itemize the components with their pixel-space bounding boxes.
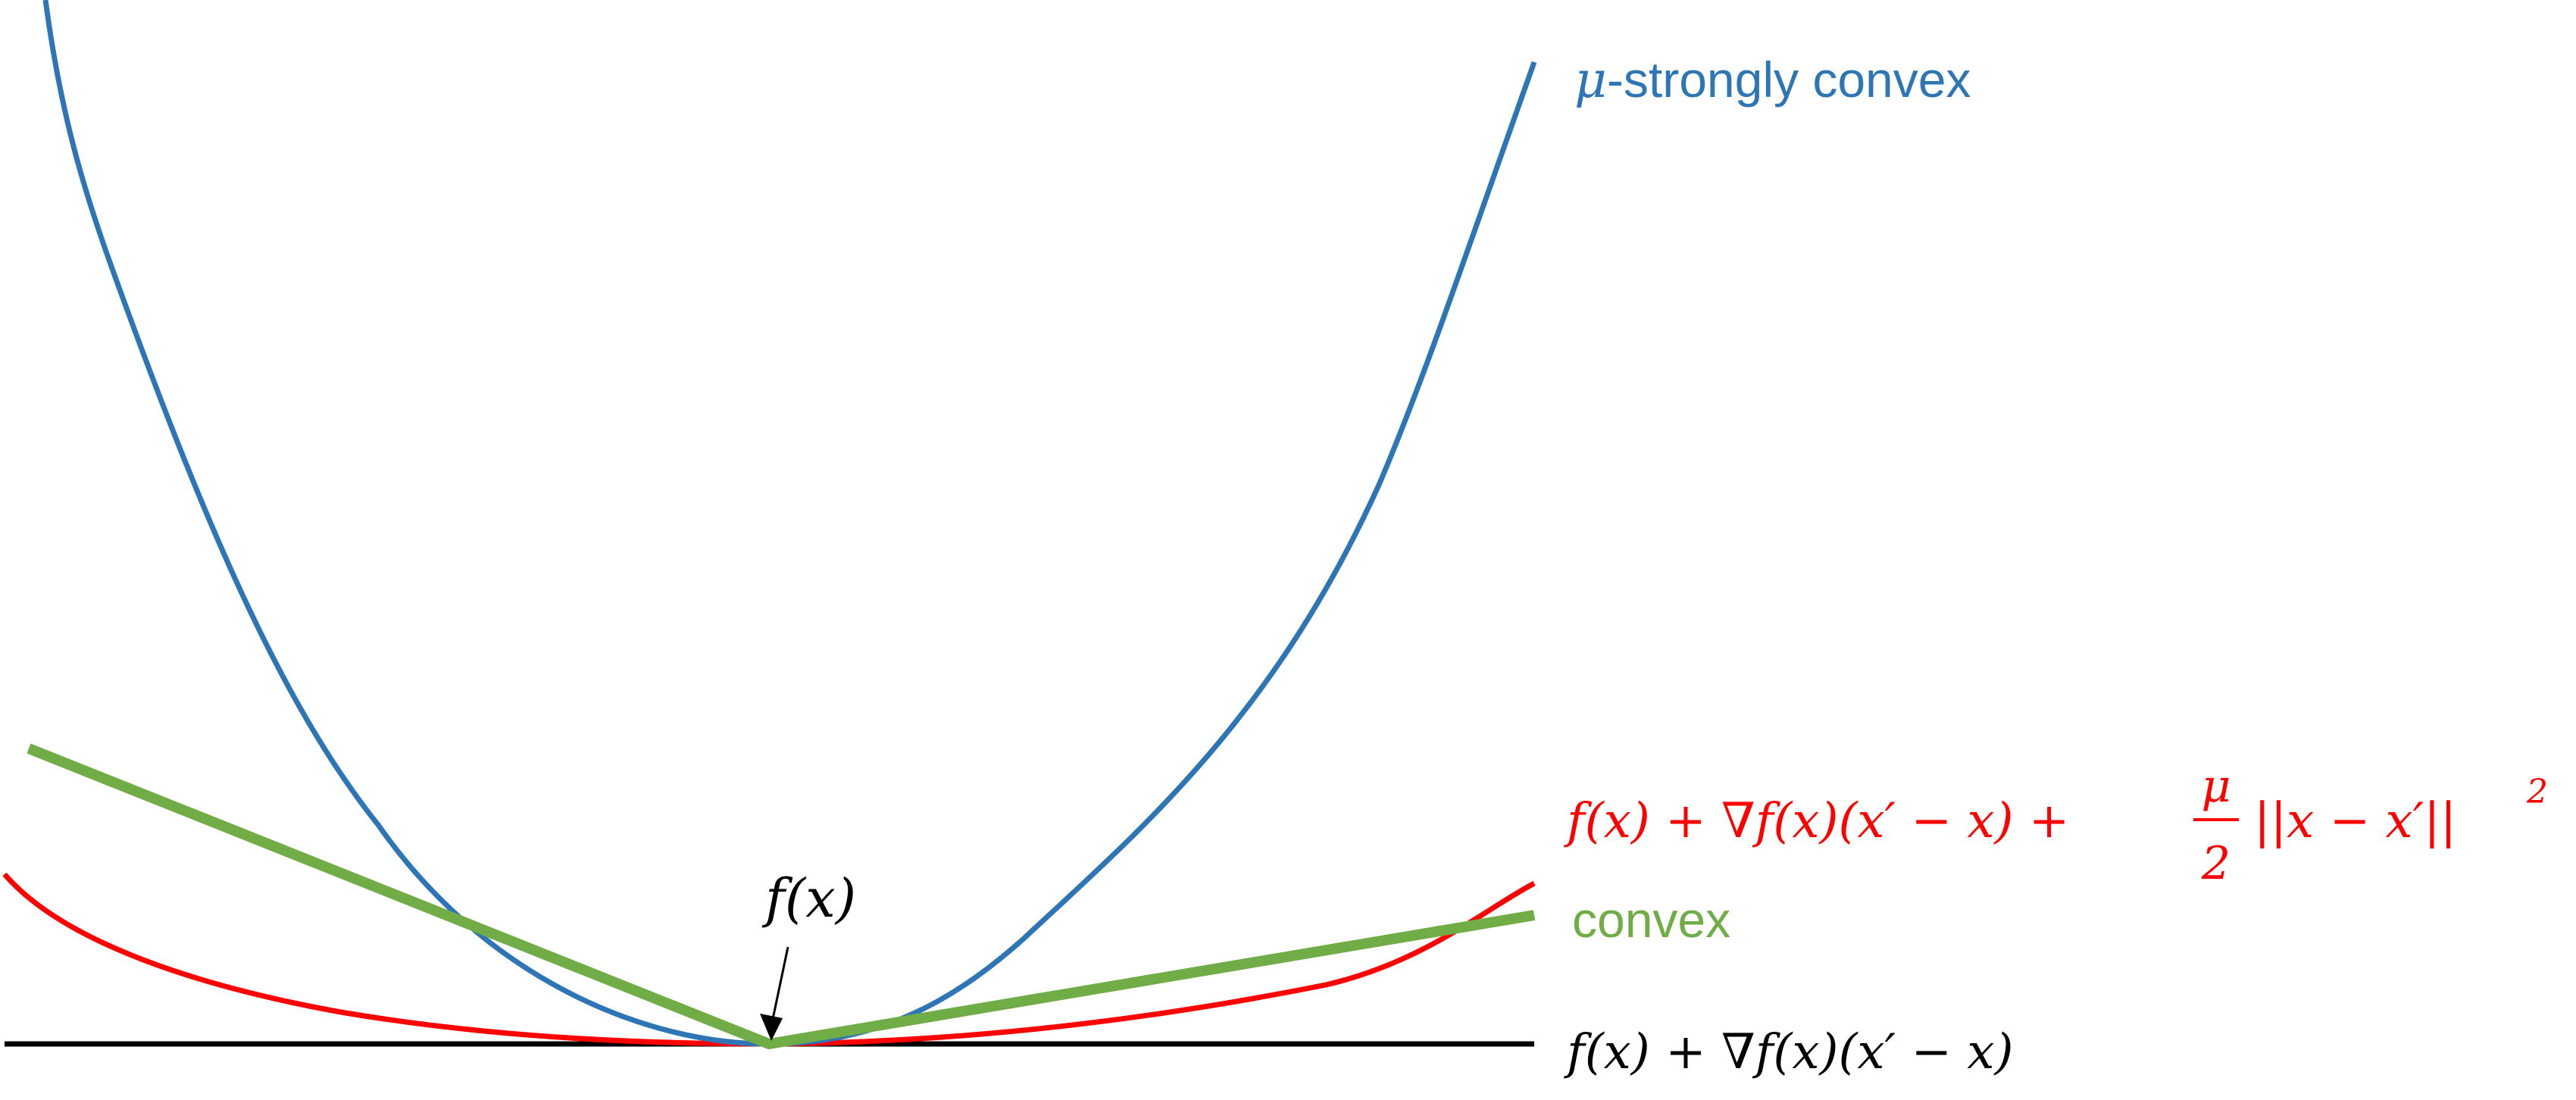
quadratic-bound-power: 2 <box>2526 773 2548 811</box>
quadratic-bound-label: f(x) + ∇f(x)(x′ − x) + μ 2 ||x − x′|| 2 <box>1564 760 2548 890</box>
convex-piecewise-linear <box>27 743 1536 1049</box>
linear-bound-label: f(x) + ∇f(x)(x′ − x) <box>1564 1024 2013 1080</box>
strongly-convex-text: -strongly convex <box>1607 52 1971 108</box>
quadratic-bound-norm: ||x − x′|| <box>2254 793 2456 849</box>
quadratic-bound-fraction-denominator: 2 <box>2201 837 2231 890</box>
quadratic-bound-fraction-numerator: μ <box>2202 760 2231 813</box>
point-label: f(x) <box>761 867 856 930</box>
mu-symbol: μ <box>1574 51 1607 109</box>
point-arrowhead <box>760 1014 783 1041</box>
strongly-convex-label: μ-strongly convex <box>1574 51 1971 109</box>
convex-label: convex <box>1572 892 1730 948</box>
point-arrow <box>771 946 789 1020</box>
quadratic-bound-left: f(x) + ∇f(x)(x′ − x) + <box>1564 793 2069 849</box>
